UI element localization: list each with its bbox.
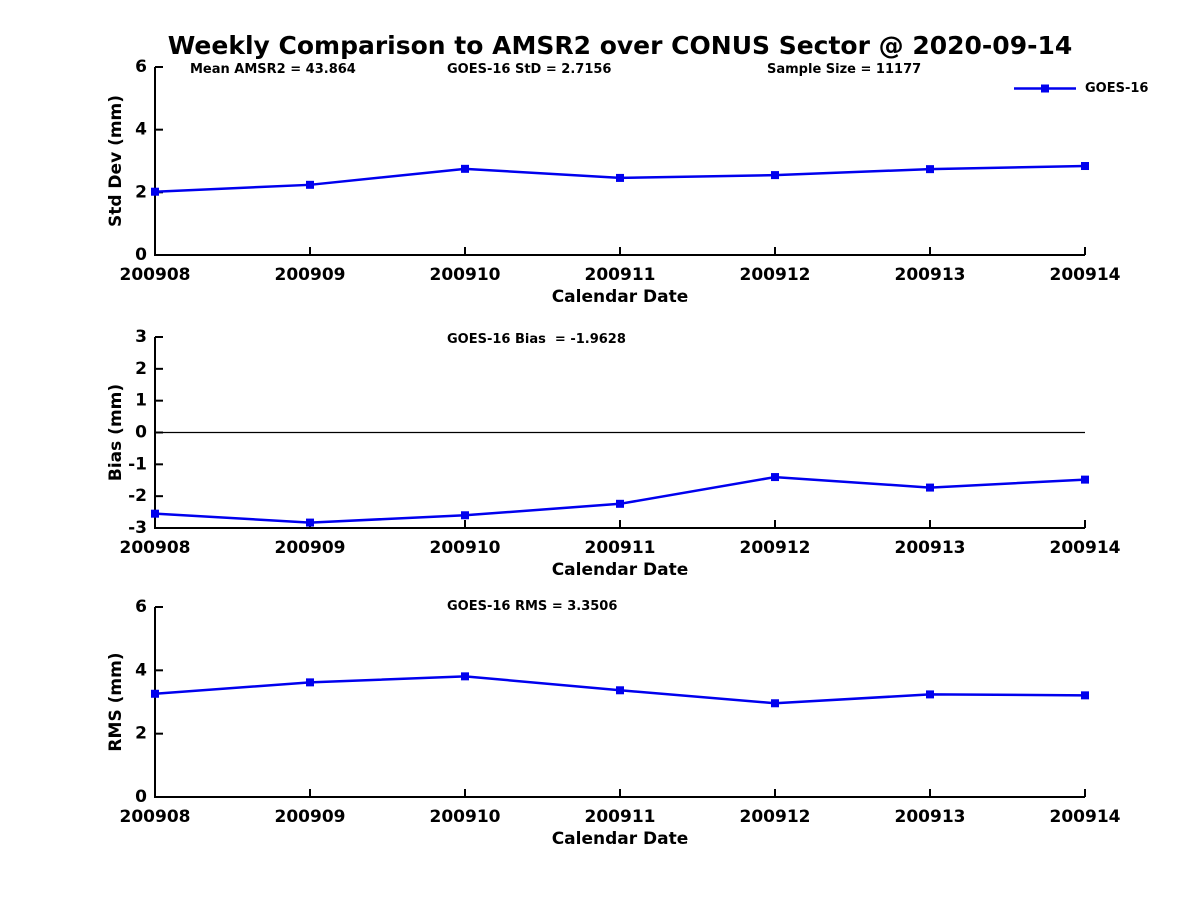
series-marker [616, 173, 624, 182]
annotation-goes16-std: GOES-16 StD = 2.7156 [447, 62, 612, 77]
series-marker [771, 171, 779, 180]
x-tick-label: 200908 [120, 265, 191, 285]
x-tick-label: 200910 [430, 265, 501, 285]
x-tick-label: 200911 [585, 265, 656, 285]
series-marker [926, 483, 934, 492]
series-marker [1081, 691, 1089, 700]
series-marker [1081, 162, 1089, 171]
x-axis-label: Calendar Date [552, 560, 689, 580]
series-marker [461, 672, 469, 681]
y-axis-label: Std Dev (mm) [106, 95, 126, 227]
series-marker [461, 164, 469, 173]
y-tick-label: 6 [135, 597, 147, 617]
x-tick-label: 200909 [275, 538, 346, 558]
std-dev-chart: 0 2 4 6 200908 200909 200910 200911 200912 200913… [106, 57, 1121, 307]
x-tick-label: 200914 [1050, 807, 1121, 827]
figure-title: Weekly Comparison to AMSR2 over CONUS Se… [167, 31, 1073, 60]
y-tick-label: -2 [128, 486, 147, 506]
x-tick-label: 200909 [275, 807, 346, 827]
x-tick-label: 200908 [120, 807, 191, 827]
y-tick-label: 0 [135, 245, 147, 265]
series-marker [461, 511, 469, 520]
y-tick-label: 4 [135, 120, 147, 140]
y-axis-label: Bias (mm) [106, 384, 126, 481]
annotation-goes16-rms: GOES-16 RMS = 3.3506 [447, 599, 618, 614]
series-marker [151, 187, 159, 196]
x-tick-label: 200913 [895, 265, 966, 285]
x-tick-label: 200912 [740, 807, 811, 827]
series-marker [771, 699, 779, 708]
series-marker [306, 678, 314, 687]
series-marker [151, 689, 159, 698]
series-marker [771, 473, 779, 482]
x-tick-label: 200914 [1050, 538, 1121, 558]
x-tick-label: 200912 [740, 265, 811, 285]
legend-marker [1041, 84, 1049, 93]
x-tick-label: 200913 [895, 807, 966, 827]
y-tick-label: -1 [128, 454, 147, 474]
annotation-goes16-bias: GOES-16 Bias = -1.9628 [447, 332, 626, 347]
x-tick-label: 200908 [120, 538, 191, 558]
x-tick-label: 200912 [740, 538, 811, 558]
y-tick-label: 6 [135, 57, 147, 77]
legend-line-marker-icon [1014, 84, 1076, 93]
y-tick-label: 0 [135, 423, 147, 443]
series-marker [616, 686, 624, 695]
y-tick-label: 3 [135, 327, 147, 347]
x-tick-label: 200911 [585, 807, 656, 827]
y-axis-label: RMS (mm) [106, 652, 126, 751]
x-tick-label: 200913 [895, 538, 966, 558]
series-marker [306, 518, 314, 527]
series-marker [1081, 475, 1089, 484]
y-tick-label: 0 [135, 787, 147, 807]
y-tick-label: 2 [135, 359, 147, 379]
series-marker [151, 509, 159, 518]
series-marker [926, 690, 934, 699]
x-tick-label: 200914 [1050, 265, 1121, 285]
annotation-sample-size: Sample Size = 11177 [767, 62, 922, 77]
annotation-mean-amsr2: Mean AMSR2 = 43.864 [190, 62, 356, 77]
y-tick-label: -3 [128, 518, 147, 538]
axis-spines [154, 67, 1085, 256]
rms-chart: 0 2 4 6 200908 200909 200910 200911 200912 200913… [106, 597, 1121, 849]
y-tick-label: 2 [135, 182, 147, 202]
axis-spines [154, 607, 1085, 798]
x-axis-label: Calendar Date [552, 287, 689, 307]
x-tick-label: 200910 [430, 538, 501, 558]
series-marker [306, 180, 314, 189]
x-tick-label: 200909 [275, 265, 346, 285]
y-tick-label: 4 [135, 660, 147, 680]
legend-series-label: GOES-16 [1085, 81, 1149, 96]
x-axis-label: Calendar Date [552, 829, 689, 849]
x-tick-label: 200910 [430, 807, 501, 827]
legend: GOES-16 [1013, 80, 1148, 97]
x-tick-label: 200911 [585, 538, 656, 558]
y-tick-label: 1 [135, 391, 147, 411]
series-marker [616, 499, 624, 508]
y-tick-label: 2 [135, 724, 147, 744]
series-marker [926, 165, 934, 174]
